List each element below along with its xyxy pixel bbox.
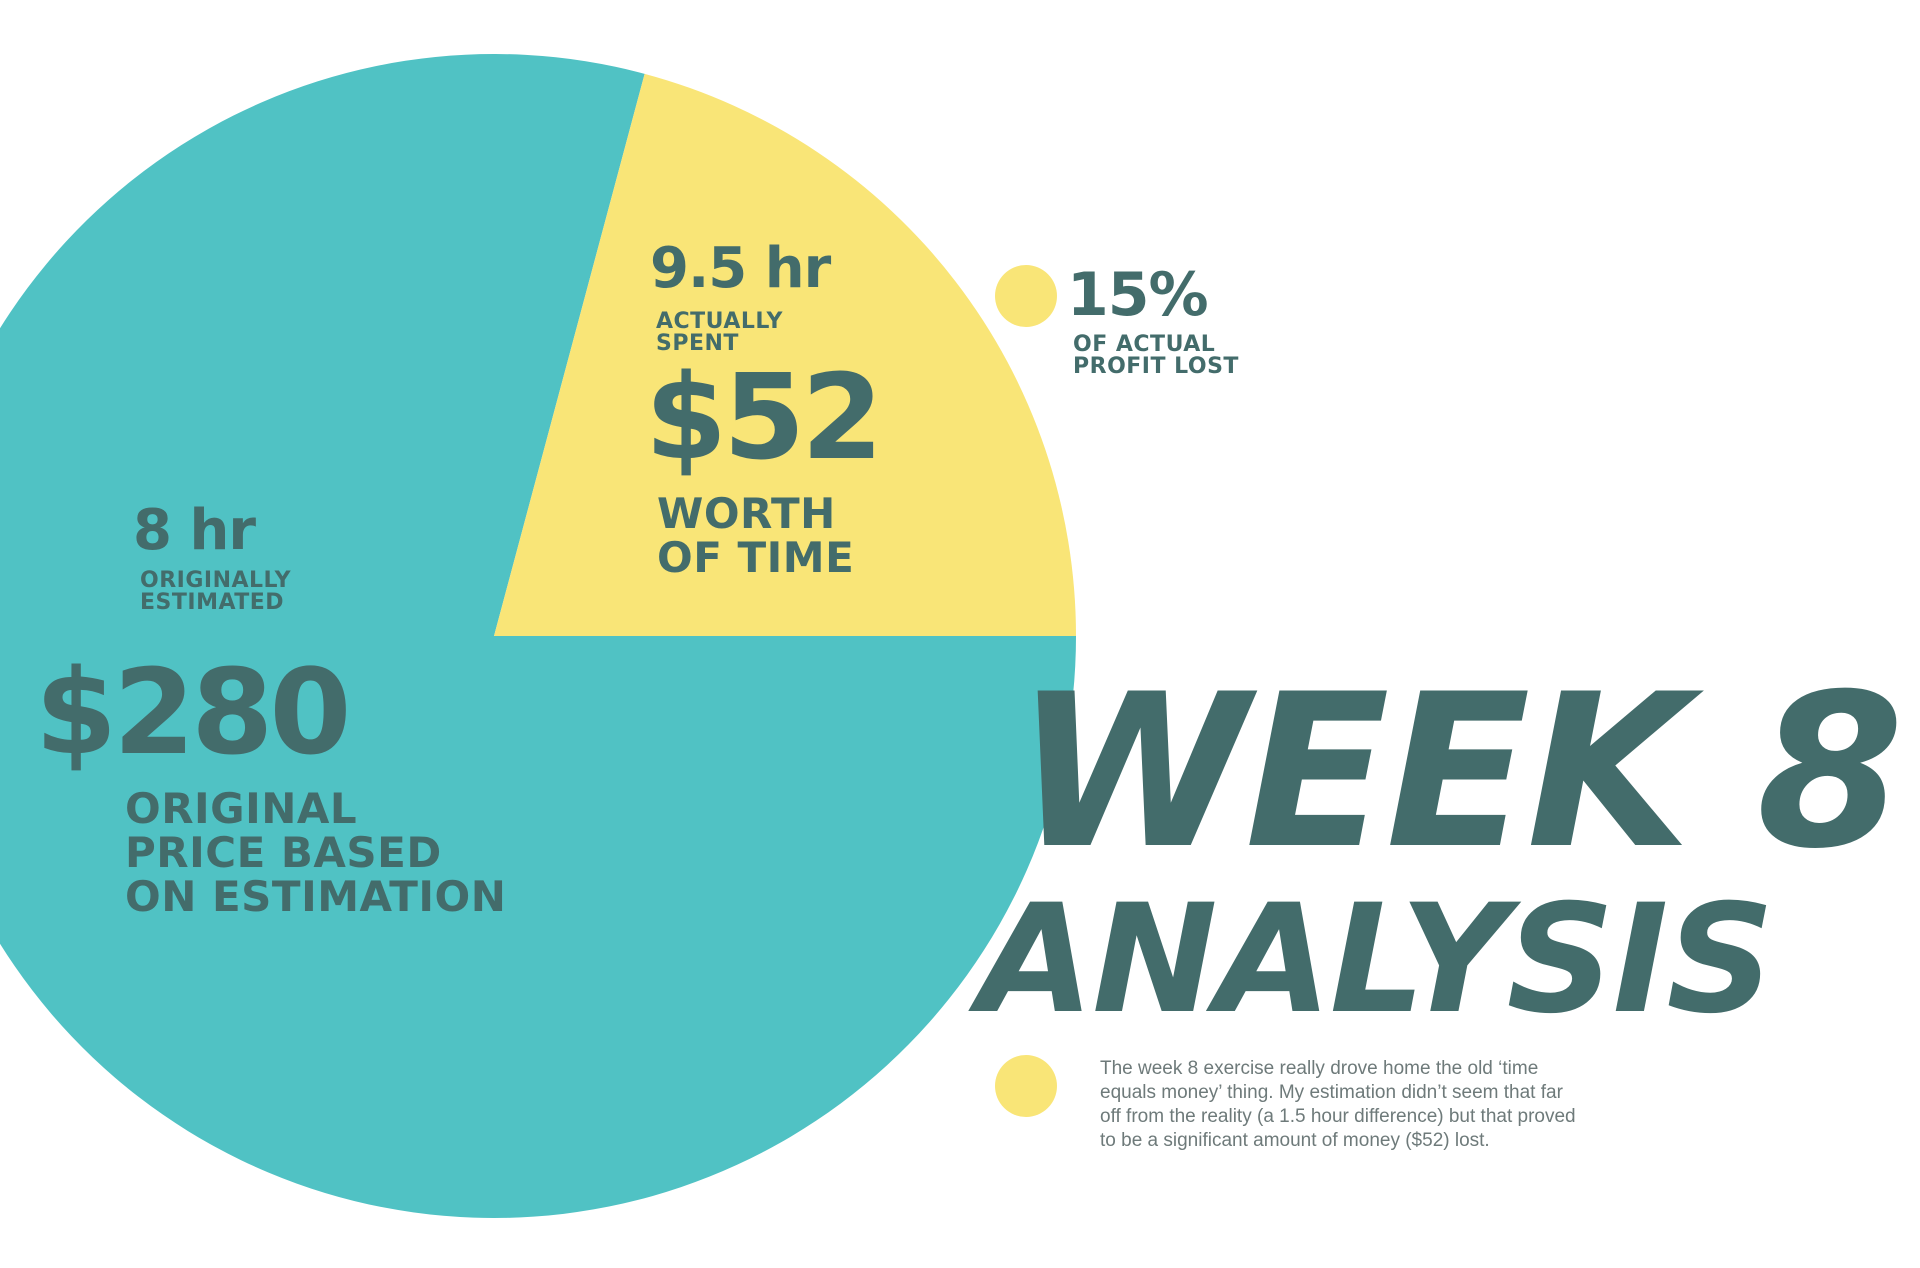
lost-price-caption-line-2: OF TIME (657, 533, 855, 582)
actual-hours-caption: ACTUALLY SPENT (656, 311, 783, 355)
estimated-hours-caption-line-2: ESTIMATED (140, 590, 285, 615)
lost-price-caption: WORTH OF TIME (657, 492, 854, 580)
profit-lost-percent: 15% (1067, 260, 1209, 330)
actual-hours-caption-line-2: SPENT (656, 331, 739, 356)
original-price-caption-line-1: ORIGINAL (125, 784, 358, 833)
profit-lost-caption-line-1: OF ACTUAL (1073, 332, 1216, 357)
description-line-4: to be a significant amount of money ($52… (1100, 1130, 1490, 1151)
title-analysis: ANALYSIS (978, 873, 1774, 1047)
description-text: The week 8 exercise really drove home th… (1100, 1057, 1660, 1153)
profit-lost-caption: OF ACTUAL PROFIT LOST (1073, 334, 1239, 378)
original-price: $280 (35, 643, 351, 781)
title-week-8: WEEK 8 (1015, 648, 1904, 895)
description-line-1: The week 8 exercise really drove home th… (1100, 1058, 1539, 1079)
original-price-caption: ORIGINAL PRICE BASED ON ESTIMATION (125, 787, 506, 919)
lost-price: $52 (645, 348, 883, 486)
estimated-hours-caption-line-1: ORIGINALLY (140, 568, 292, 593)
original-price-caption-line-2: PRICE BASED (125, 828, 442, 877)
description-line-2: equals money’ thing. My estimation didn’… (1100, 1082, 1563, 1103)
lost-price-caption-line-1: WORTH (657, 489, 836, 538)
stat-bullet-dot (995, 265, 1057, 327)
description-line-3: off from the reality (a 1.5 hour differe… (1100, 1106, 1576, 1127)
description-bullet-dot (995, 1055, 1057, 1117)
original-price-caption-line-3: ON ESTIMATION (125, 872, 507, 921)
pie-slice-actual (494, 73, 1076, 636)
actual-hours-caption-line-1: ACTUALLY (656, 309, 783, 334)
pie-slice-estimated (0, 54, 1076, 1218)
profit-lost-caption-line-2: PROFIT LOST (1073, 354, 1239, 379)
estimated-hours-caption: ORIGINALLY ESTIMATED (140, 570, 291, 614)
actual-hours: 9.5 hr (650, 236, 831, 301)
estimated-hours: 8 hr (133, 498, 256, 563)
